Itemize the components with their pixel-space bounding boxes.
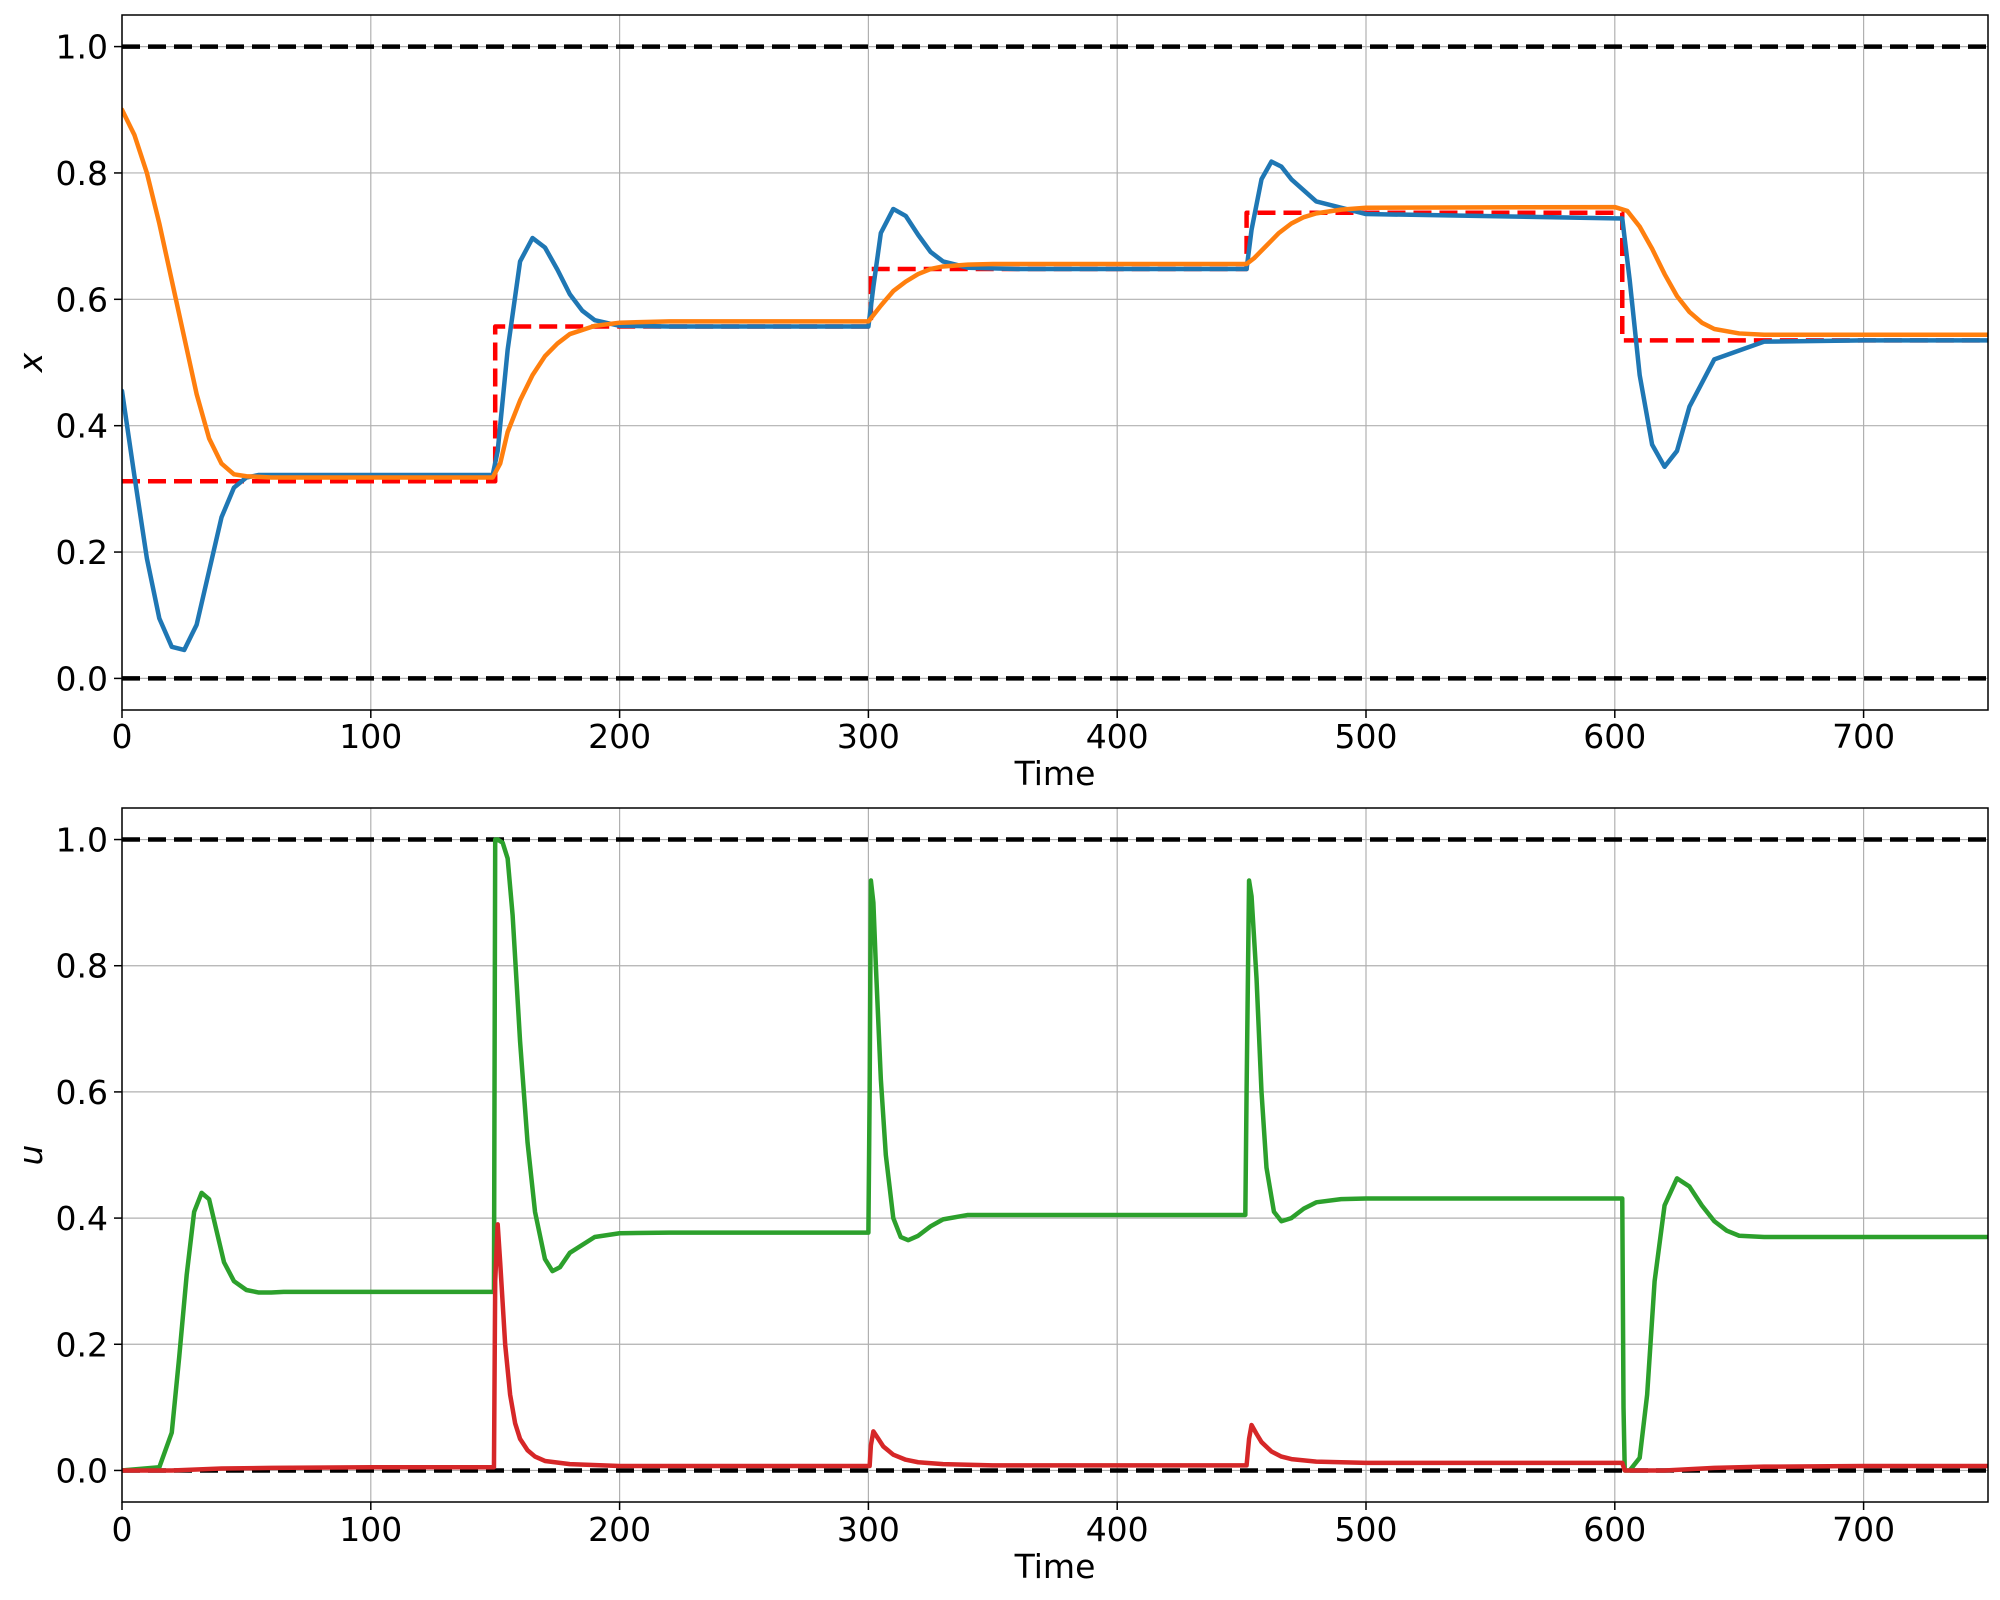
y-tick-label: 0.8: [56, 947, 108, 986]
line-series-5: [122, 107, 1988, 480]
line-series-3: [122, 837, 1988, 1473]
x-tick-label: 400: [1086, 717, 1149, 756]
x-axis-label: Time: [1014, 754, 1096, 793]
axes-frame: [121, 807, 1989, 1503]
axes-frame: [121, 14, 1989, 711]
x-tick-label: 100: [339, 717, 402, 756]
x-tick-label: 600: [1583, 1510, 1646, 1549]
y-tick-label: 0.8: [56, 154, 108, 193]
chart-panel-2: 0 100 200 300 400 500 600 700 0.0 0.2 0.4 0.6 0.8 1.0…: [11, 807, 1989, 1586]
x-tick-label: 300: [837, 1510, 900, 1549]
y-tick-label: 0.2: [56, 533, 108, 572]
x-axis-label: Time: [1014, 1547, 1096, 1586]
y-tick-label: 1.0: [56, 821, 108, 860]
chart-panel-1: 0 100 200 300 400 500 600 700 0.0 0.2 0.4 0.6 0.8 1.0…: [11, 14, 1989, 793]
x-tick-label: 500: [1335, 1510, 1398, 1549]
y-tick-label: 0.0: [56, 659, 108, 698]
y-tick-label: 0.0: [56, 1451, 108, 1490]
x-tick-label: 0: [112, 1510, 133, 1549]
y-tick-label: 0.6: [56, 280, 108, 319]
y-tick-label: 1.0: [56, 28, 108, 67]
plot-area: [122, 44, 1988, 681]
x-tick-label: 700: [1832, 717, 1895, 756]
line-series-4: [122, 1222, 1988, 1473]
x-tick-label: 500: [1335, 717, 1398, 756]
y-tick-label: 0.4: [56, 407, 108, 446]
x-tick-label: 700: [1832, 1510, 1895, 1549]
dashed-line-series-3: [122, 210, 1988, 484]
y-axis-label: u: [11, 1145, 50, 1166]
x-tick-label: 200: [588, 1510, 651, 1549]
plot-area: [122, 837, 1988, 1473]
x-tick-label: 600: [1583, 717, 1646, 756]
y-tick-label: 0.2: [56, 1325, 108, 1364]
x-tick-label: 300: [837, 717, 900, 756]
line-series-4: [122, 159, 1988, 653]
x-tick-label: 100: [339, 1510, 402, 1549]
x-tick-label: 200: [588, 717, 651, 756]
y-tick-label: 0.4: [56, 1199, 108, 1238]
y-axis-label: x: [11, 352, 50, 373]
y-tick-label: 0.6: [56, 1073, 108, 1112]
x-tick-label: 400: [1086, 1510, 1149, 1549]
x-tick-label: 0: [112, 717, 133, 756]
